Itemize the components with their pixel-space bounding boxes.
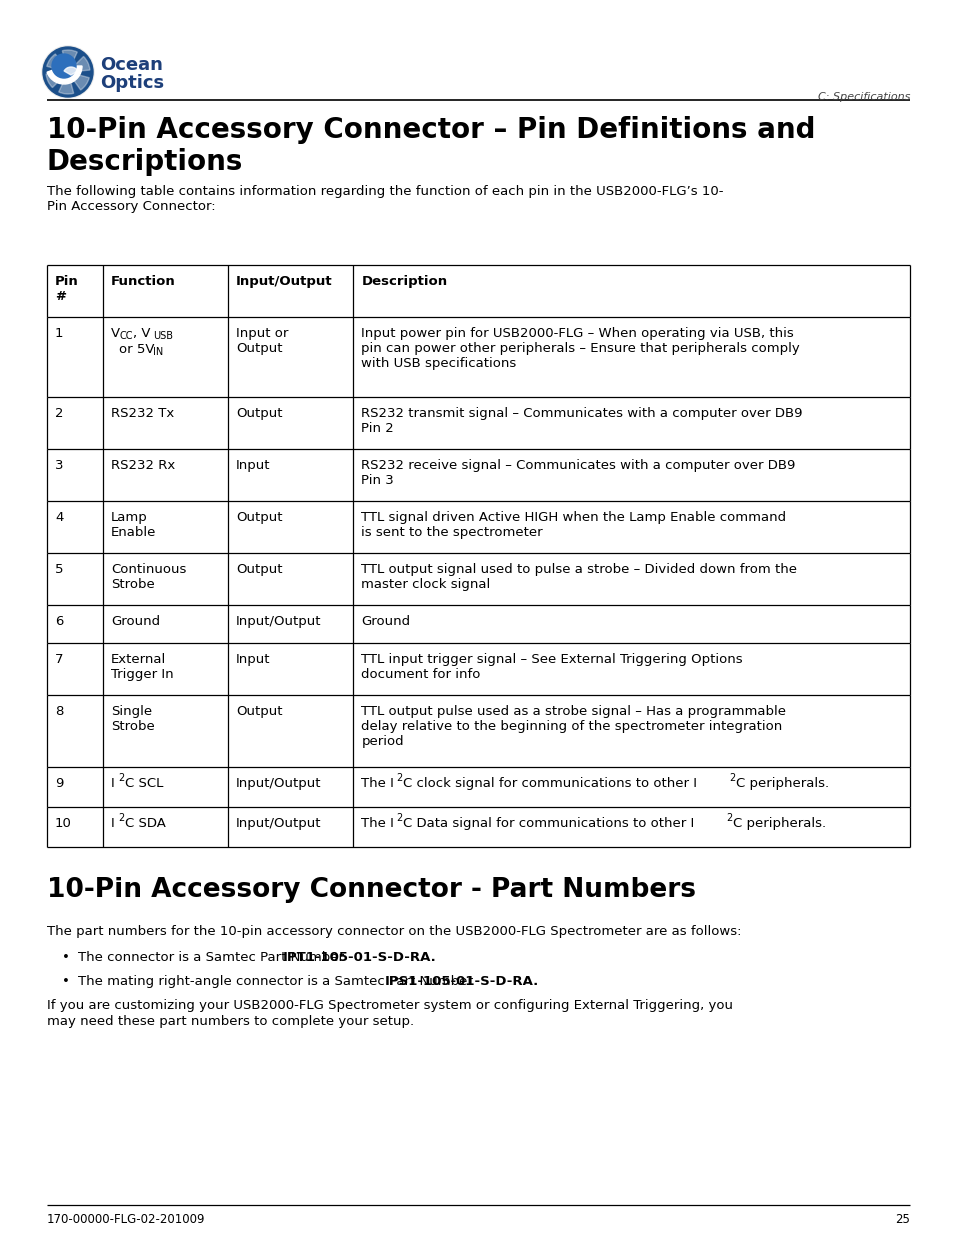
- Text: Optics: Optics: [100, 74, 164, 91]
- Text: RS232 Tx: RS232 Tx: [111, 408, 174, 420]
- Text: TTL signal driven Active HIGH when the Lamp Enable command
is sent to the spectr: TTL signal driven Active HIGH when the L…: [361, 511, 785, 538]
- Text: 2: 2: [118, 773, 124, 783]
- Text: 10-Pin Accessory Connector – Pin Definitions and: 10-Pin Accessory Connector – Pin Definit…: [47, 116, 815, 144]
- Text: 170-00000-FLG-02-201009: 170-00000-FLG-02-201009: [47, 1213, 205, 1226]
- Text: 2: 2: [725, 813, 732, 823]
- Text: C SCL: C SCL: [125, 777, 163, 790]
- Text: C peripherals.: C peripherals.: [736, 777, 828, 790]
- Text: External
Trigger In: External Trigger In: [111, 653, 173, 680]
- Text: Input/Output: Input/Output: [236, 777, 321, 790]
- Circle shape: [43, 47, 92, 98]
- Text: The following table contains information regarding the function of each pin in t: The following table contains information…: [47, 185, 722, 198]
- Text: •: •: [62, 951, 70, 965]
- Text: Continuous
Strobe: Continuous Strobe: [111, 563, 186, 592]
- Text: The I: The I: [361, 777, 394, 790]
- Text: C SDA: C SDA: [125, 818, 166, 830]
- Text: RS232 Rx: RS232 Rx: [111, 459, 175, 472]
- Text: IPT1-105-01-S-D-RA.: IPT1-105-01-S-D-RA.: [282, 951, 436, 965]
- Text: 5: 5: [55, 563, 64, 576]
- Circle shape: [42, 46, 94, 98]
- Text: 9: 9: [55, 777, 63, 790]
- Text: 6: 6: [55, 615, 63, 629]
- Text: CC: CC: [119, 331, 132, 341]
- Text: 2: 2: [395, 773, 402, 783]
- Text: The I: The I: [361, 818, 394, 830]
- Wedge shape: [59, 72, 73, 94]
- Text: TTL output pulse used as a strobe signal – Has a programmable
delay relative to : TTL output pulse used as a strobe signal…: [361, 705, 785, 748]
- Text: Output: Output: [236, 511, 282, 524]
- Text: I: I: [111, 818, 114, 830]
- Wedge shape: [68, 72, 90, 90]
- Text: 2: 2: [729, 773, 735, 783]
- Text: The connector is a Samtec Part Number: The connector is a Samtec Part Number: [78, 951, 348, 965]
- Text: C: Specifications: C: Specifications: [817, 91, 909, 103]
- Wedge shape: [62, 49, 77, 72]
- Text: IPS1-105-01-S-D-RA.: IPS1-105-01-S-D-RA.: [384, 974, 538, 988]
- Text: Single
Strobe: Single Strobe: [111, 705, 154, 734]
- Text: TTL input trigger signal – See External Triggering Options
document for info: TTL input trigger signal – See External …: [361, 653, 742, 680]
- Text: TTL output signal used to pulse a strobe – Divided down from the
master clock si: TTL output signal used to pulse a strobe…: [361, 563, 797, 592]
- Text: Output: Output: [236, 705, 282, 718]
- Text: V: V: [111, 327, 120, 340]
- Text: C peripherals.: C peripherals.: [733, 818, 825, 830]
- Wedge shape: [46, 72, 68, 88]
- Text: 4: 4: [55, 511, 63, 524]
- Text: If you are customizing your USB2000-FLG Spectrometer system or configuring Exter: If you are customizing your USB2000-FLG …: [47, 999, 732, 1011]
- Text: 1: 1: [55, 327, 64, 340]
- Text: Output: Output: [236, 408, 282, 420]
- Text: 10-Pin Accessory Connector - Part Numbers: 10-Pin Accessory Connector - Part Number…: [47, 877, 696, 903]
- Text: Output: Output: [236, 563, 282, 576]
- Text: Input/Output: Input/Output: [236, 615, 321, 629]
- Text: •: •: [62, 974, 70, 988]
- Wedge shape: [64, 67, 78, 75]
- Text: Input/Output: Input/Output: [236, 818, 321, 830]
- Text: Input/Output: Input/Output: [236, 275, 333, 288]
- Text: Ocean: Ocean: [100, 56, 163, 74]
- Text: Descriptions: Descriptions: [47, 148, 243, 177]
- Text: 3: 3: [55, 459, 64, 472]
- Text: I: I: [111, 777, 114, 790]
- Wedge shape: [68, 57, 90, 72]
- Circle shape: [52, 54, 76, 78]
- Text: Pin Accessory Connector:: Pin Accessory Connector:: [47, 200, 215, 212]
- Text: 10: 10: [55, 818, 71, 830]
- Text: RS232 receive signal – Communicates with a computer over DB9
Pin 3: RS232 receive signal – Communicates with…: [361, 459, 795, 487]
- Text: 2: 2: [55, 408, 64, 420]
- Text: Input: Input: [236, 653, 271, 666]
- Text: Ground: Ground: [111, 615, 160, 629]
- Text: , V: , V: [133, 327, 151, 340]
- Text: Function: Function: [111, 275, 175, 288]
- Text: C clock signal for communications to other I: C clock signal for communications to oth…: [403, 777, 697, 790]
- Text: The part numbers for the 10-pin accessory connector on the USB2000-FLG Spectrome: The part numbers for the 10-pin accessor…: [47, 925, 740, 939]
- Text: IN: IN: [152, 347, 163, 357]
- Text: Input or
Output: Input or Output: [236, 327, 289, 354]
- Text: Input: Input: [236, 459, 271, 472]
- Text: or 5V: or 5V: [119, 343, 154, 356]
- Text: Input power pin for USB2000-FLG – When operating via USB, this
pin can power oth: Input power pin for USB2000-FLG – When o…: [361, 327, 800, 370]
- Wedge shape: [47, 54, 68, 72]
- Text: 2: 2: [118, 813, 124, 823]
- Text: USB: USB: [152, 331, 172, 341]
- Text: may need these part numbers to complete your setup.: may need these part numbers to complete …: [47, 1015, 414, 1028]
- Text: Lamp
Enable: Lamp Enable: [111, 511, 156, 538]
- Text: The mating right-angle connector is a Samtec Part Number: The mating right-angle connector is a Sa…: [78, 974, 476, 988]
- Text: C Data signal for communications to other I: C Data signal for communications to othe…: [403, 818, 694, 830]
- Text: 7: 7: [55, 653, 64, 666]
- Text: 25: 25: [894, 1213, 909, 1226]
- Text: RS232 transmit signal – Communicates with a computer over DB9
Pin 2: RS232 transmit signal – Communicates wit…: [361, 408, 802, 435]
- Text: 2: 2: [395, 813, 402, 823]
- Text: 8: 8: [55, 705, 63, 718]
- Text: Pin
#: Pin #: [55, 275, 79, 303]
- Text: Description: Description: [361, 275, 447, 288]
- Wedge shape: [47, 65, 82, 84]
- Text: Ground: Ground: [361, 615, 410, 629]
